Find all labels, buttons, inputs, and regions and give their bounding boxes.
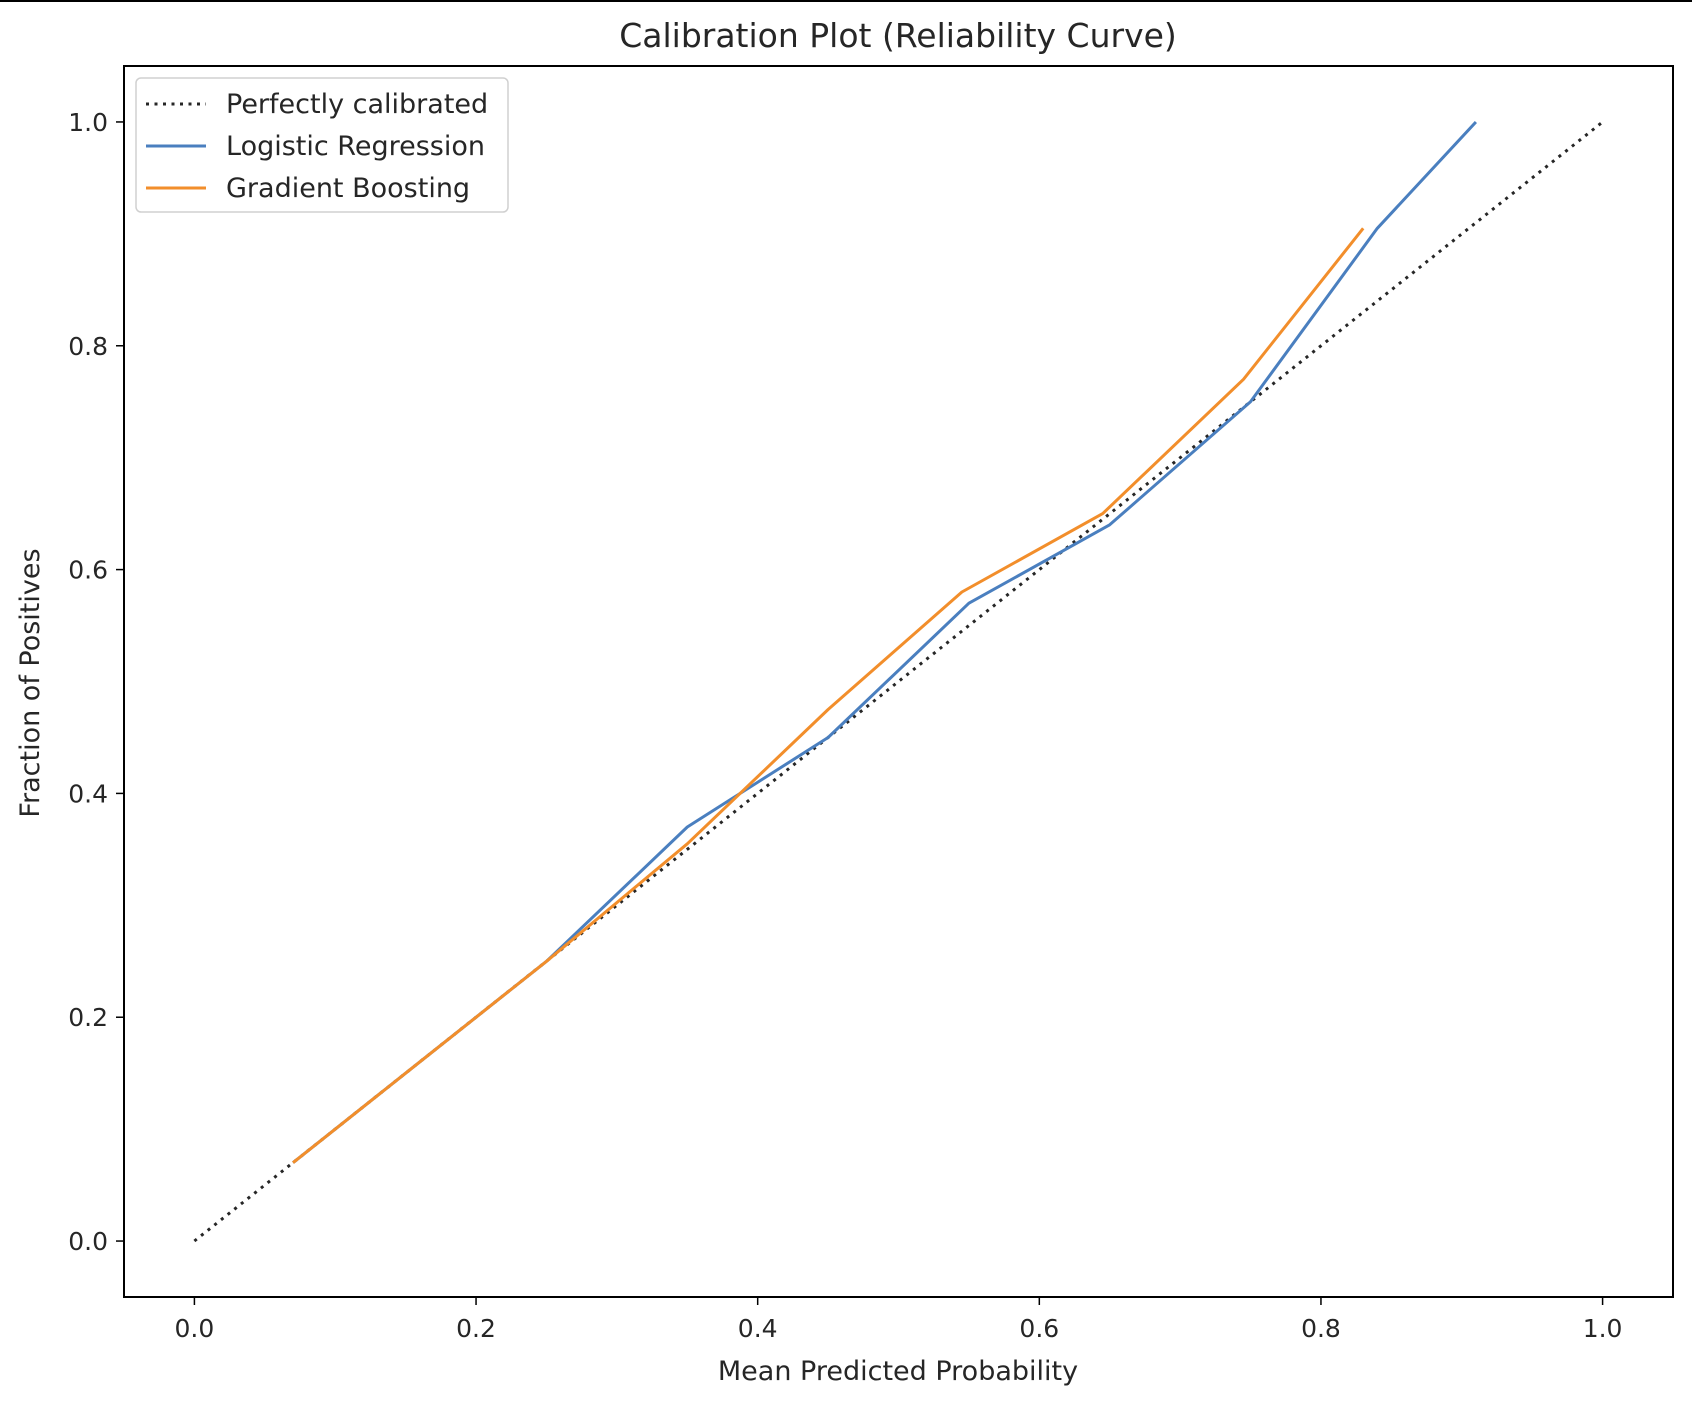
series-layer [193,120,1604,1243]
x-tick-label: 0.2 [456,1314,496,1343]
x-tick-label: 0.4 [738,1314,778,1343]
legend-label: Perfectly calibrated [226,89,488,120]
legend: Perfectly calibrated Logistic Regression G… [135,77,509,213]
y-tick-label: 0.2 [68,1003,108,1032]
x-tick-label: 0.8 [1301,1314,1341,1343]
y-tick-label: 0.4 [68,779,108,808]
y-tick-label: 1.0 [68,108,108,137]
x-tick-label: 1.0 [1583,1314,1623,1343]
x-tick-label: 0.6 [1019,1314,1059,1343]
legend-label: Logistic Regression [226,131,485,162]
series-line-gradient-boosting [292,227,1365,1164]
y-tick-label: 0.6 [68,556,108,585]
x-axis-label: Mean Predicted Probability [718,1356,1078,1387]
y-axis-label: Fraction of Positives [15,548,46,817]
series-line-logistic-regression [292,120,1477,1164]
legend-label: Gradient Boosting [226,173,470,204]
y-tick-label: 0.8 [68,332,108,361]
plot-area [123,65,1674,1298]
x-axis-ticks: 0.0 0.2 0.4 0.6 0.8 1.0 [175,1297,1623,1343]
y-tick-label: 0.0 [68,1227,108,1256]
x-tick-label: 0.0 [175,1314,215,1343]
y-axis-ticks: 0.0 0.2 0.4 0.6 0.8 1.0 [68,108,124,1256]
chart-title: Calibration Plot (Reliability Curve) [619,16,1177,55]
legend-frame [135,77,509,213]
window-top-border [0,0,1692,2]
